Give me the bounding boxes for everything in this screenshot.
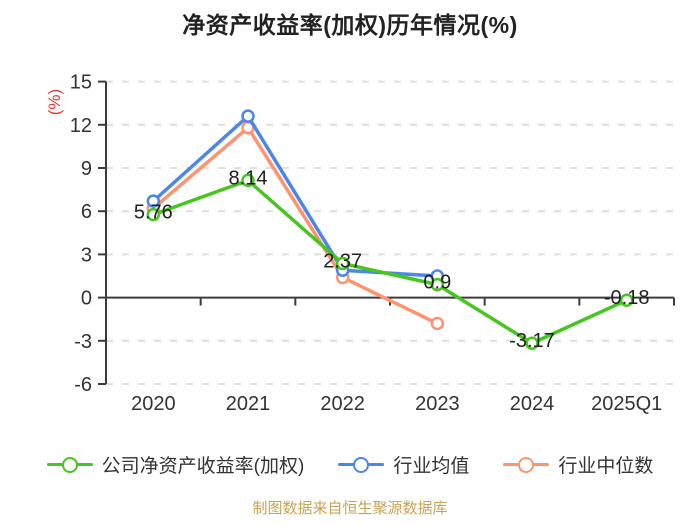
legend-label: 行业均值 [393, 456, 470, 477]
x-tick-label: 2024 [510, 393, 555, 415]
line-chart-canvas: 15 12 9 6 3 0 -3 -6 2020 2021 2022 2023 2024 2025Q1 5.… [70, 72, 675, 415]
company-roe-data-point[interactable] [146, 207, 161, 222]
legend-marker-icon [46, 455, 93, 475]
company-roe-data-point[interactable] [335, 256, 350, 271]
legend-item-industry-mean[interactable]: 行业均值 [338, 451, 469, 478]
legend-marker-icon [503, 455, 550, 475]
company-roe-line [152, 178, 628, 345]
y-tick-label: 6 [81, 201, 92, 223]
legend: 公司净资产收益率(加权) 行业均值 行业中位数 [0, 451, 700, 478]
y-tick-label: 15 [70, 72, 92, 94]
company-roe-value-label: 2.37 [323, 250, 362, 272]
legend-item-industry-median[interactable]: 行业中位数 [503, 451, 653, 478]
roe-chart-svg: 15 12 9 6 3 0 -3 -6 2020 2021 2022 2023 2024 2025Q1 5.… [70, 72, 675, 415]
company-roe-data-point[interactable] [619, 293, 634, 307]
legend-item-company-roe[interactable]: 公司净资产收益率(加权) [46, 451, 305, 478]
y-tick-label: -3 [74, 331, 92, 353]
company-roe-value-label: 8.14 [229, 167, 268, 189]
legend-marker-icon [338, 455, 385, 475]
legend-label: 公司净资产收益率(加权) [101, 456, 305, 477]
y-tick-label: 12 [70, 115, 92, 137]
x-tick-label: 2021 [226, 393, 271, 415]
company-roe-value-label: -3.17 [509, 330, 555, 352]
y-tick-label: 0 [81, 288, 92, 310]
industry-median-line [152, 125, 439, 326]
x-tick-label: 2022 [320, 393, 365, 415]
company-roe-value-label: 0.9 [423, 272, 451, 294]
company-roe-data-point[interactable] [241, 173, 255, 188]
y-tick-label: -6 [74, 374, 92, 396]
chart-title: 净资产收益率(加权)历年情况(%) [182, 12, 518, 38]
industry-mean-line [152, 114, 438, 278]
industry-mean-data-point[interactable] [146, 194, 161, 208]
company-roe-data-point[interactable] [430, 277, 445, 292]
company-roe-value-label: 5.76 [134, 202, 173, 224]
x-tick-label: 2020 [131, 393, 176, 415]
y-tick-label: 3 [81, 244, 92, 266]
legend-label: 行业中位数 [558, 456, 654, 477]
company-roe-value-label: -0.18 [604, 287, 650, 309]
x-tick-label: 2025Q1 [591, 393, 662, 415]
industry-median-data-point[interactable] [430, 316, 445, 331]
data-source-note: 制图数据来自恒生聚源数据库 [252, 500, 448, 517]
industry-mean-data-point[interactable] [241, 109, 255, 123]
y-tick-label: 9 [81, 158, 92, 180]
company-roe-data-point[interactable] [525, 336, 539, 350]
x-tick-label: 2023 [415, 393, 460, 415]
